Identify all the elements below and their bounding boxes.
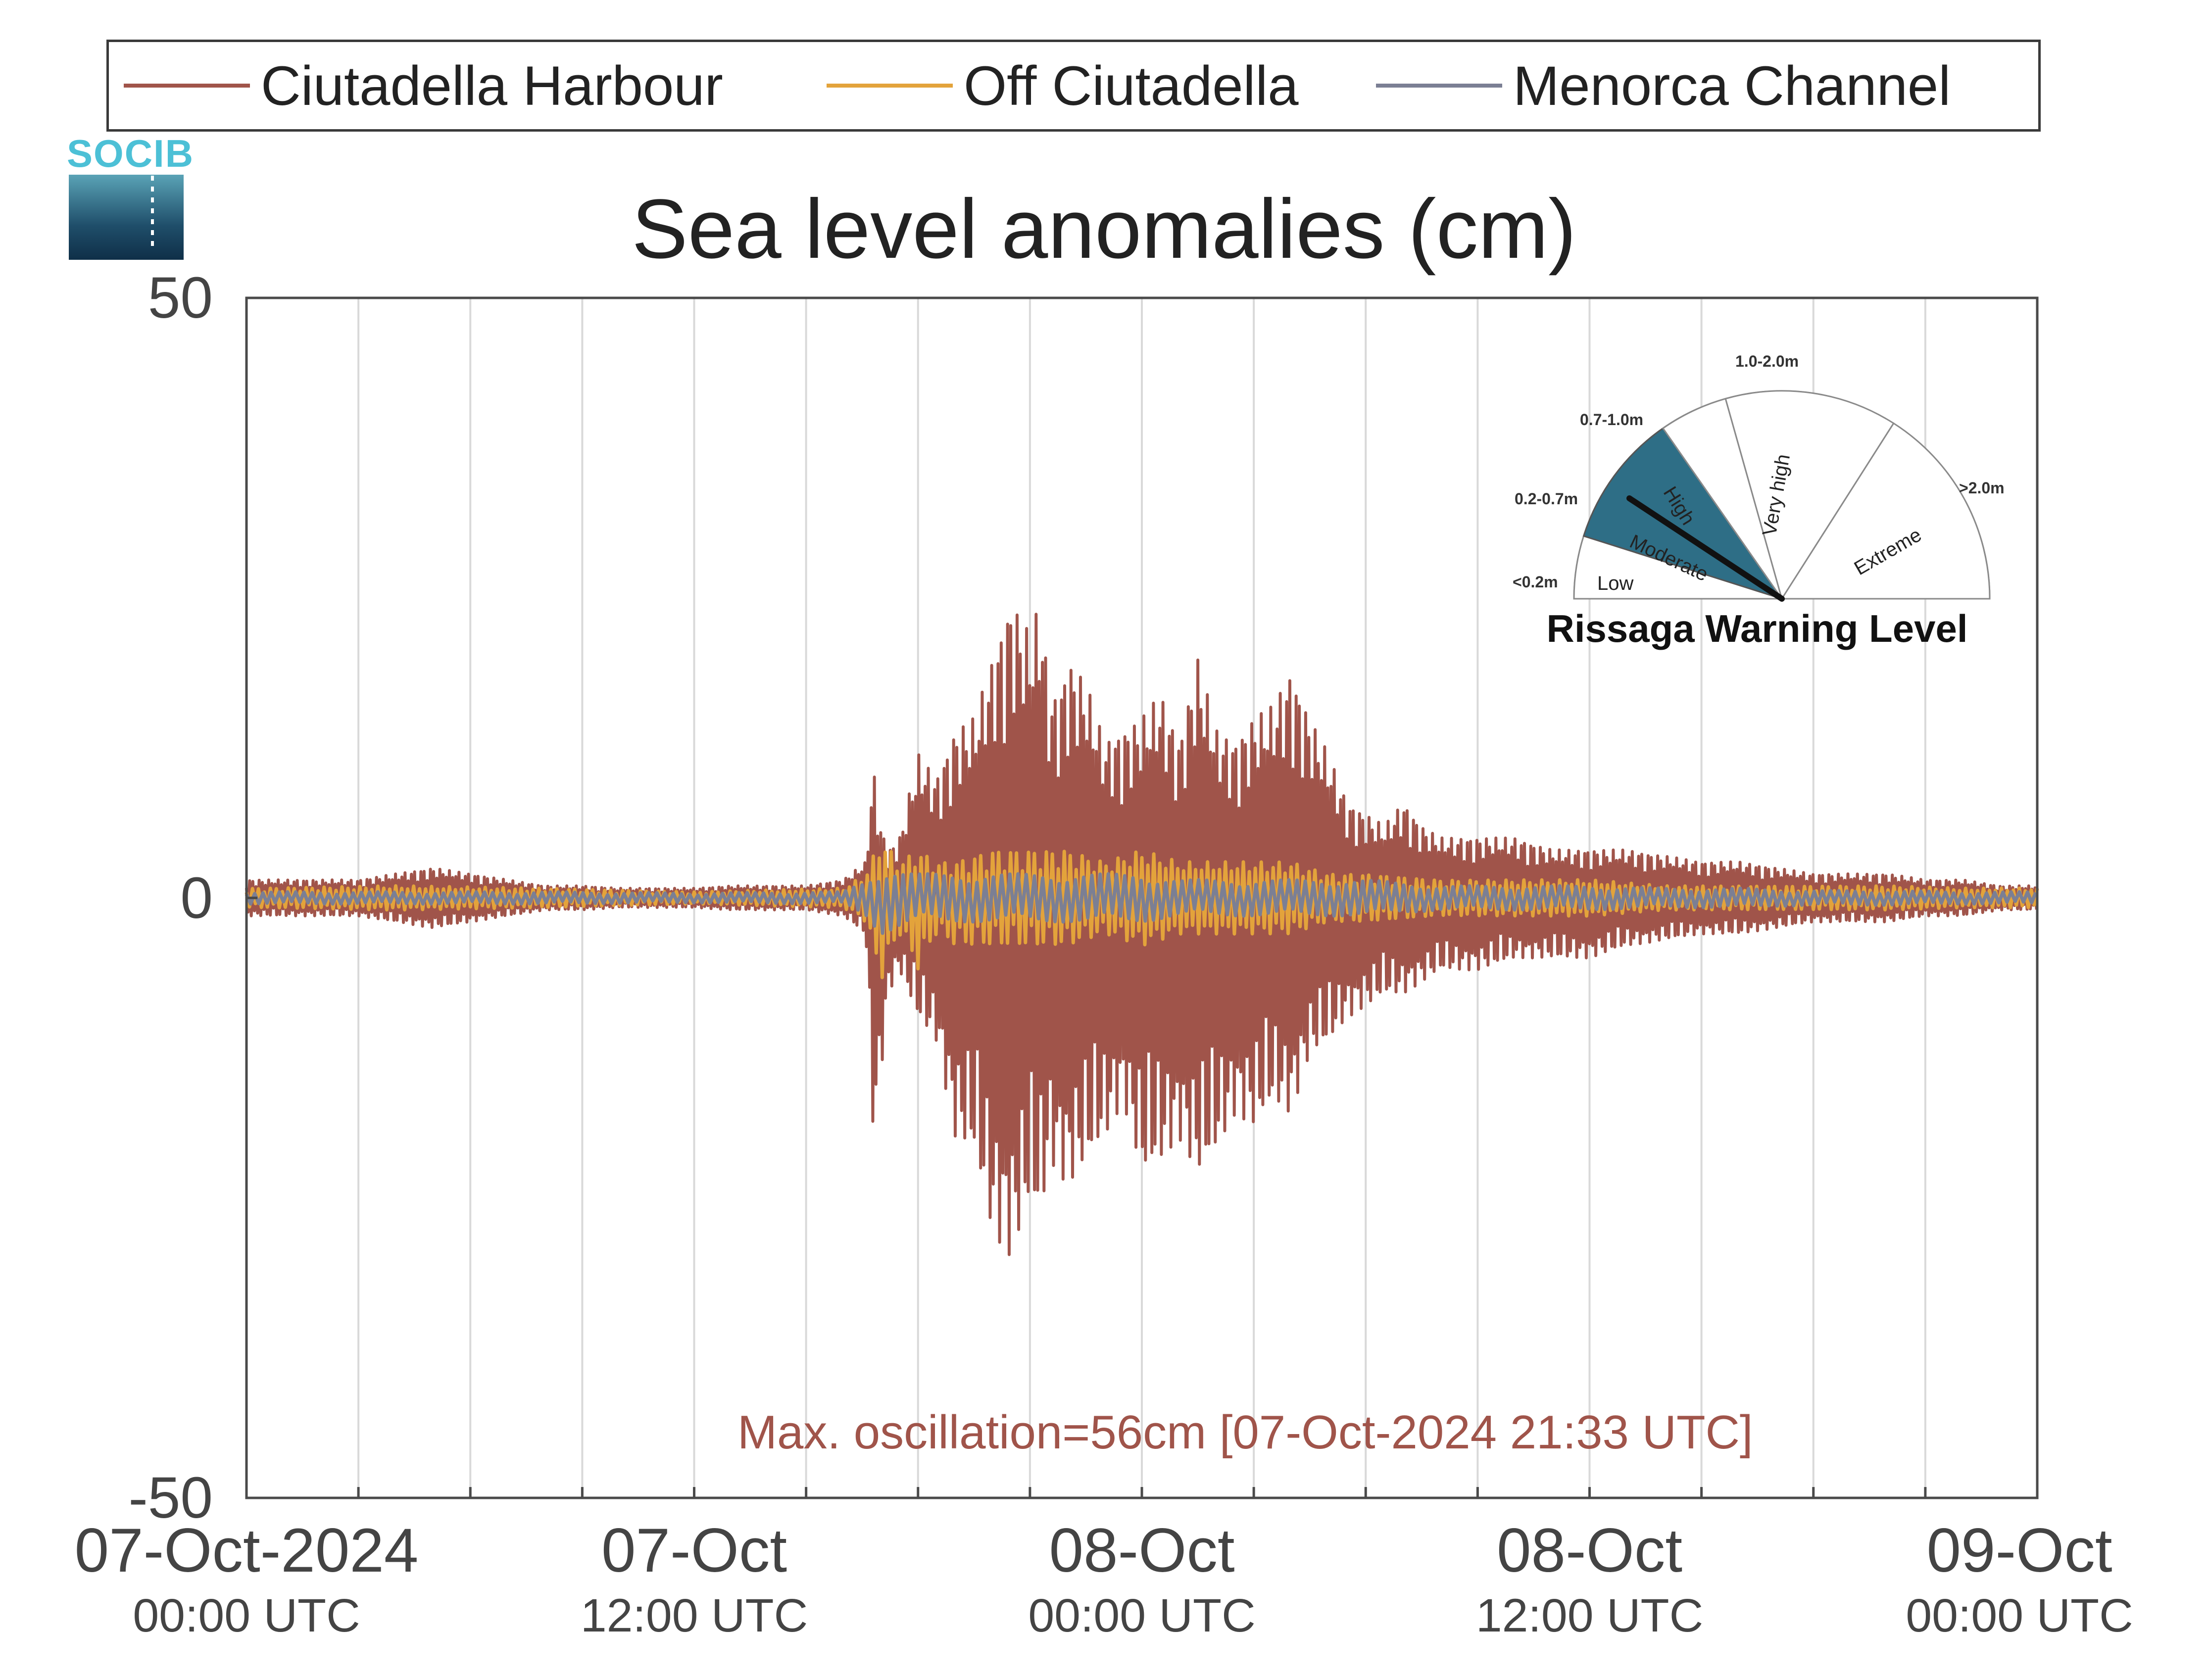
legend-label-ciutadella-harbour: Ciutadella Harbour — [261, 54, 723, 117]
legend-label-off-ciutadella: Off Ciutadella — [964, 54, 1299, 117]
x-tick-date: 07-Oct-2024 — [74, 1516, 419, 1585]
x-tick-date: 09-Oct — [1926, 1516, 2112, 1585]
legend-swatch-ciutadella-harbour — [124, 84, 250, 88]
logo-text: SOCIB — [67, 132, 195, 175]
legend-item-ciutadella-harbour: Ciutadella Harbour — [124, 42, 723, 129]
gauge-needle — [1626, 495, 1785, 602]
gauge-title: Rissaga Warning Level — [1546, 607, 1968, 650]
x-tick-time: 00:00 UTC — [133, 1589, 360, 1642]
x-tick-time: 00:00 UTC — [1028, 1589, 1256, 1642]
tick-layer — [245, 296, 2039, 1499]
gauge-range-very-high: 1.0-2.0m — [1735, 352, 1799, 370]
gauge-range-extreme: >2.0m — [1959, 479, 2005, 497]
max-oscillation-annotation: Max. oscillation=56cm [07-Oct-2024 21:33… — [737, 1406, 1753, 1459]
x-tick-time: 12:00 UTC — [580, 1589, 808, 1642]
gauge-label-low: Low — [1597, 573, 1634, 594]
gauge-range-moderate: 0.2-0.7m — [1515, 490, 1578, 508]
series-line-menorca-channel — [245, 872, 2038, 935]
legend-label-menorca-channel: Menorca Channel — [1513, 54, 1951, 117]
gauge-range-low: <0.2m — [1513, 573, 1558, 591]
x-tick-time: 00:00 UTC — [1906, 1589, 2133, 1642]
gauge-sector-extreme — [1780, 422, 1991, 600]
y-tick-label: 50 — [147, 265, 213, 331]
legend-swatch-off-ciutadella — [827, 84, 953, 88]
y-tick-label: 0 — [180, 865, 213, 931]
x-tick-date: 08-Oct — [1496, 1516, 1683, 1585]
chart-title: Sea level anomalies (cm) — [632, 182, 1576, 276]
rissaga-warning-gauge: Low Moderate High Very high Extreme <0.2… — [1495, 341, 2039, 658]
gauge-range-high: 0.7-1.0m — [1580, 411, 1644, 429]
x-tick-date: 07-Oct — [601, 1516, 787, 1585]
x-tick-date: 08-Oct — [1049, 1516, 1235, 1585]
x-tick-label: 07-Oct-2024 00:00 UTC — [68, 1518, 425, 1643]
gauge-sector-moderate — [1582, 427, 1784, 600]
gauge-sector-very-high — [1724, 390, 1895, 601]
series-line-off-ciutadella — [245, 850, 2039, 979]
logo-graphic — [69, 175, 184, 260]
x-tick-time: 12:00 UTC — [1475, 1589, 1704, 1642]
legend-swatch-menorca-channel — [1376, 84, 1502, 88]
y-tick-label: -50 — [128, 1465, 213, 1531]
gauge-sector-high — [1662, 397, 1783, 599]
x-tick-label: 09-Oct 00:00 UTC — [1841, 1518, 2198, 1643]
legend-item-menorca-channel: Menorca Channel — [1376, 42, 1951, 129]
series-layer — [245, 613, 2039, 1256]
legend-item-off-ciutadella: Off Ciutadella — [827, 42, 1299, 129]
x-tick-label: 08-Oct 00:00 UTC — [964, 1518, 1320, 1643]
logo-dash — [151, 176, 154, 250]
x-tick-label: 07-Oct 12:00 UTC — [516, 1518, 873, 1643]
legend: Ciutadella Harbour Off Ciutadella Menorc… — [106, 40, 2041, 132]
socib-logo: SOCIB — [67, 132, 193, 260]
x-tick-label: 08-Oct 12:00 UTC — [1412, 1518, 1768, 1643]
gauge-svg — [1573, 390, 1991, 602]
